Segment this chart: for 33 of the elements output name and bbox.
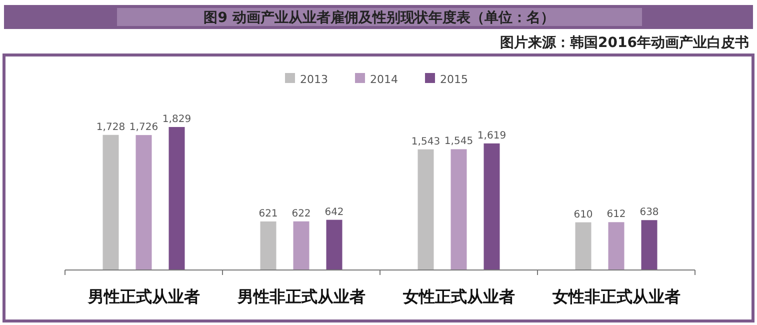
bar <box>136 135 152 270</box>
bar <box>608 222 624 270</box>
data-label: 638 <box>640 207 659 218</box>
data-label: 1,545 <box>444 136 474 148</box>
data-label: 1,543 <box>411 136 440 148</box>
legend-label: 2013 <box>300 73 328 86</box>
bar <box>260 221 276 270</box>
chart-title: 图9 动画产业从业者雇佣及性别现状年度表（单位：名） <box>204 9 554 26</box>
data-label: 1,619 <box>477 130 506 142</box>
data-label: 612 <box>606 209 626 220</box>
bar <box>450 149 467 270</box>
x-tick-label: 男性正式从业者 <box>86 287 200 306</box>
x-tick-label: 男性非正式从业者 <box>236 287 366 306</box>
bar <box>168 127 185 270</box>
data-label: 622 <box>292 208 311 220</box>
data-label: 610 <box>574 209 593 220</box>
data-label: 1,728 <box>96 122 126 133</box>
x-tick-label: 女性非正式从业者 <box>551 287 680 306</box>
data-label: 621 <box>258 208 278 220</box>
bar <box>102 134 119 270</box>
text: 图片来源：韩国2016年动画产业白皮书 <box>500 34 749 51</box>
bar <box>293 221 310 270</box>
bar <box>641 220 658 270</box>
bar <box>418 149 434 270</box>
bar <box>484 143 500 270</box>
legend-label: 2014 <box>370 73 398 86</box>
bar <box>575 222 592 270</box>
bar <box>326 220 342 270</box>
data-label: 1,829 <box>162 114 192 125</box>
data-label: 642 <box>324 206 344 218</box>
data-label: 1,726 <box>129 122 158 134</box>
legend-label: 2015 <box>440 73 468 86</box>
x-tick-label: 女性正式从业者 <box>402 287 515 306</box>
